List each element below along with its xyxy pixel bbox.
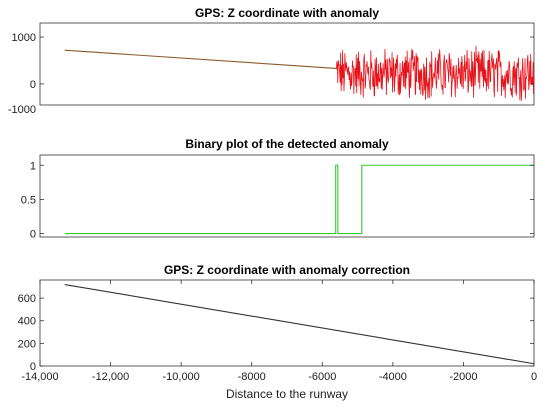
subplot-title: GPS: Z coordinate with anomaly correctio… [164,263,410,277]
y-tick-label: 0.5 [21,194,36,206]
y-tick-label: 600 [18,293,36,305]
y-tick-label: 1000 [12,32,36,44]
x-tick-label: -12,000 [92,371,129,383]
y-tick-label: 0 [30,361,36,373]
x-tick-label: -8000 [238,371,266,383]
series-line-1 [64,164,534,235]
y-axis: 1000 0 -1000 [8,32,534,116]
subplot-title: GPS: Z coordinate with anomaly [195,6,379,20]
y-tick-label: 0 [30,79,36,91]
y-tick-label: 400 [18,316,36,328]
subplot-binary: Binary plot of the detected anomaly 10.5… [21,137,535,241]
plot-area [39,154,535,238]
series-line-2 [336,45,535,101]
y-axis: 600 400 200 0 [18,293,534,373]
x-tick-label: 0 [531,371,537,383]
y-tick-label: 0 [30,229,36,241]
y-tick-label: 1 [30,160,36,172]
x-tick-label: -14,000 [21,371,58,383]
x-tick-label: -4000 [379,371,407,383]
series-line-1 [64,49,337,69]
plot-area [39,22,535,106]
x-axis-label: Distance to the runway [226,387,348,401]
series-line-1 [64,283,535,365]
subplot-corrected: GPS: Z coordinate with anomaly correctio… [18,263,537,401]
y-tick-label: -1000 [8,104,36,116]
x-axis: -14,000 -12,000 -10,000 -8000 -6000 -4000 -200… [21,280,537,383]
subplot-title: Binary plot of the detected anomaly [185,137,389,151]
plot-area [39,279,535,367]
x-tick-label: -10,000 [162,371,199,383]
x-tick-label: -6000 [308,371,336,383]
y-axis: 10.50 [21,160,534,241]
subplot-anomaly: GPS: Z coordinate with anomaly 1000 0 -100… [8,6,535,116]
y-tick-label: 200 [18,338,36,350]
x-tick-label: -2000 [449,371,477,383]
series-layer [64,164,534,235]
series-layer [64,283,535,365]
series-layer [64,45,535,101]
